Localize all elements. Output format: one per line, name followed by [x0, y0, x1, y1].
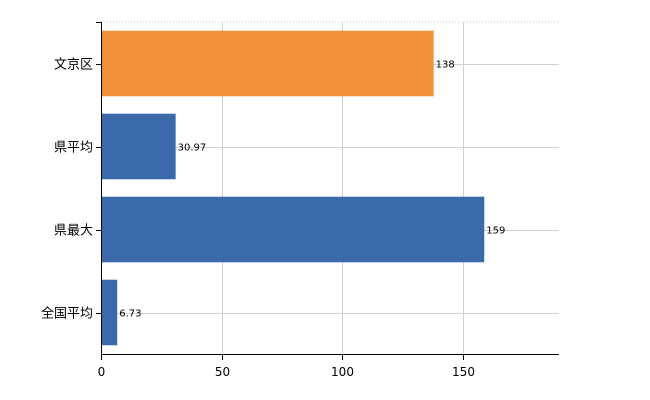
bar-value-label: 159: [486, 226, 505, 237]
axis-layer: [96, 22, 559, 360]
category-label: 県平均: [54, 141, 93, 156]
category-label: 文京区: [54, 58, 93, 73]
bar: [101, 279, 118, 346]
bar: [101, 30, 434, 97]
x-tick-label: 50: [215, 365, 230, 379]
bar-value-label: 6.73: [119, 309, 141, 320]
x-tick-label: 0: [98, 365, 106, 379]
category-label: 県最大: [54, 224, 93, 239]
x-tick-label: 100: [331, 365, 354, 379]
x-tick-label: 150: [452, 365, 475, 379]
category-label: 全国平均: [41, 306, 93, 322]
bar: [101, 196, 485, 263]
bar-value-label: 138: [436, 60, 455, 71]
bar: [101, 113, 176, 180]
bar-value-label: 30.97: [178, 143, 207, 154]
label-layer: 138 文京区 30.97 県平均 159 県最大 6.73 全国平均 0 50 100 150: [41, 58, 505, 380]
bar-layer: [101, 30, 485, 346]
